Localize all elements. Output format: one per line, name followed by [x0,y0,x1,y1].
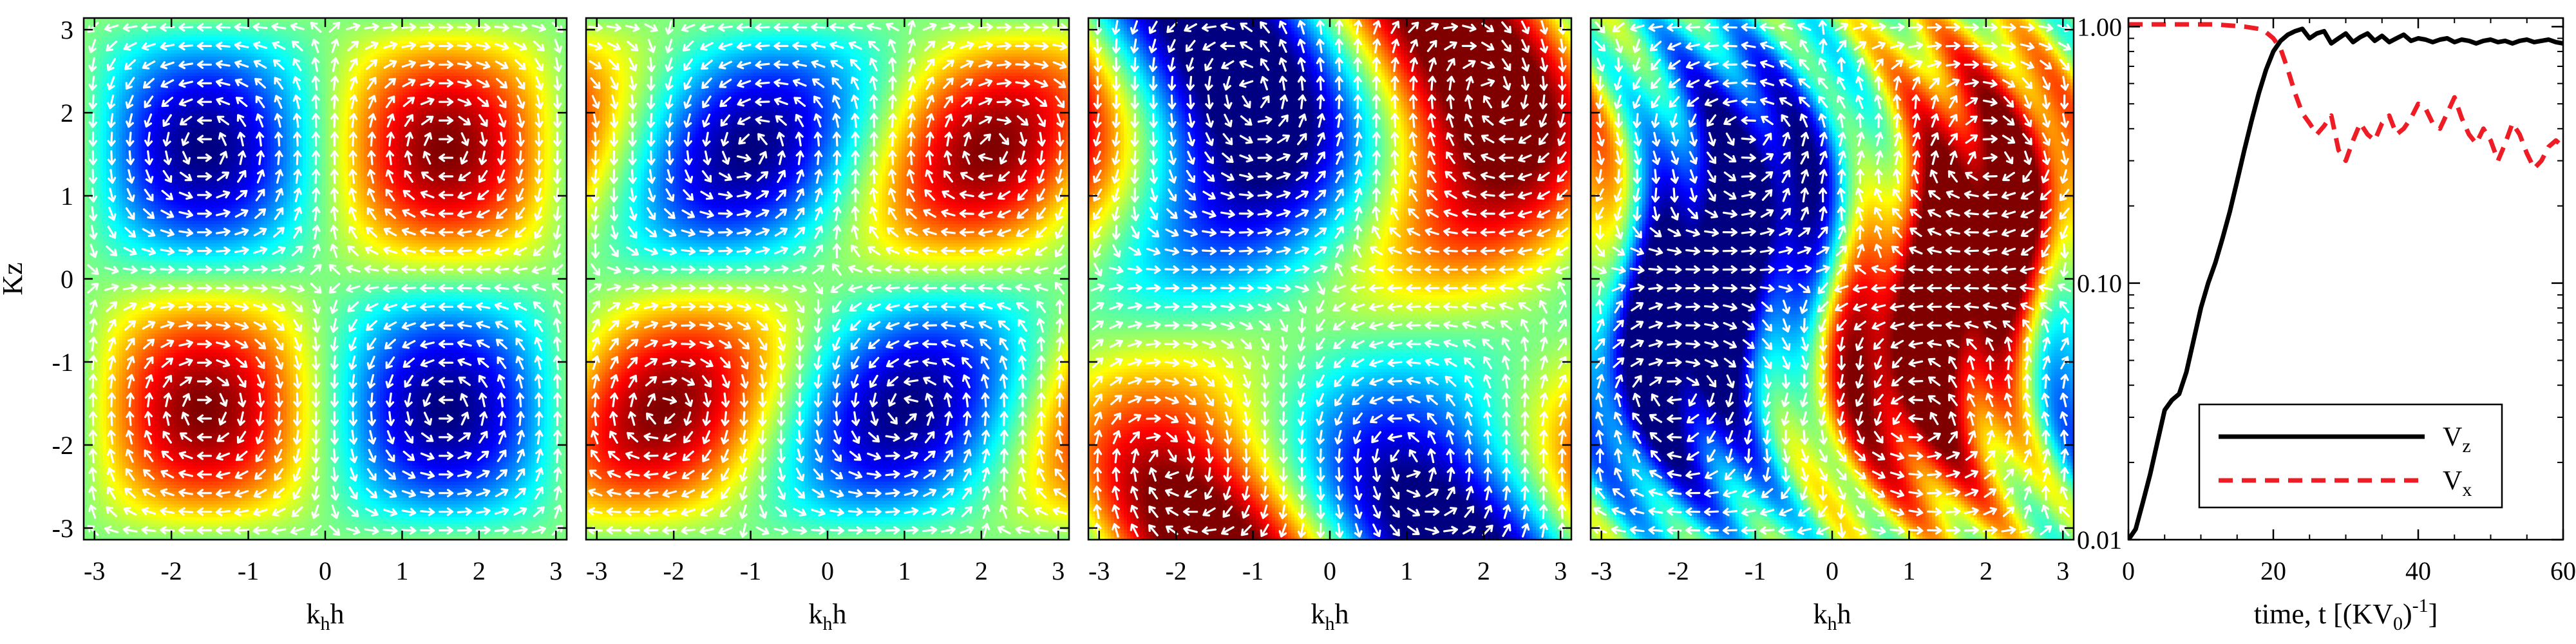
x-tick-label: -1 [1745,556,1766,585]
x-axis-label-close: ) [2403,598,2412,630]
x-axis-label-main: k [1814,598,1828,630]
y-axis-label: Kz [0,262,28,295]
heatmap-panel-4: -3 -2 -1 0 1 2 3 khh [1591,18,2074,634]
x-tick-label: 3 [1554,556,1567,585]
x-axis-label-main: k [307,598,321,630]
x-tick-label: -2 [1165,556,1186,585]
x-axis-label-main: time, t [(KV [2254,598,2394,630]
heatmap-cells [1591,18,2074,540]
x-tick-label: 1 [1902,556,1915,585]
y-tick-label: -3 [52,514,73,543]
x-axis-label-sub: h [823,613,833,634]
legend-label-sub: x [2462,479,2472,500]
x-tick-label: 0 [1826,556,1839,585]
x-axis-label: khh [1311,598,1349,634]
x-tick-label: 2 [1477,556,1490,585]
x-axis-label-sub: 0 [2393,613,2403,634]
x-tick-label: -2 [663,556,684,585]
x-tick-label: 40 [2405,556,2431,585]
x-tick-label: 1 [395,556,408,585]
y-tick-label: -1 [52,348,73,377]
heatmap-cells [84,18,567,540]
x-tick-label: 0 [319,556,332,585]
heatmap-panel-3: -3 -2 -1 0 1 2 3 khh [1088,18,1572,634]
y-tick-label: 1.00 [2077,12,2122,41]
x-tick-label: 0 [821,556,834,585]
y-tick-label: 0 [61,265,73,294]
x-tick-label: 60 [2550,556,2576,585]
x-axis-label-sub: h [1325,613,1335,634]
x-axis-label-tail: h [1335,598,1349,630]
x-axis-label-end: ] [2429,598,2438,630]
x-tick-label: 20 [2260,556,2286,585]
x-tick-label: 1 [898,556,911,585]
x-axis-label-tail: h [1837,598,1852,630]
x-tick-label: -3 [586,556,607,585]
x-tick-label: 2 [1980,556,1993,585]
x-tick-label: 0 [2122,556,2135,585]
x-tick-label: -1 [238,556,259,585]
x-tick-label: 3 [1052,556,1065,585]
x-axis-label: khh [307,598,345,634]
heatmap-panel-1: -3 -2 -1 0 1 2 3 -3 -2 -1 0 1 2 3 khh Kz [0,15,567,634]
x-tick-label: 2 [975,556,988,585]
x-axis-label-main: k [1311,598,1325,630]
x-tick-label: 0 [1323,556,1336,585]
x-axis-label-sub: h [321,613,330,634]
x-tick-label: -1 [1242,556,1264,585]
x-tick-label: -3 [1591,556,1612,585]
x-tick-label: -3 [1088,556,1110,585]
y-tick-label: -2 [52,431,73,460]
x-tick-label: -1 [740,556,761,585]
x-axis-label-sub: h [1828,613,1837,634]
x-axis-label-tail: h [330,598,345,630]
y-tick-label: 1 [61,182,73,211]
x-tick-label: -2 [160,556,182,585]
x-tick-label: 1 [1400,556,1413,585]
y-tick-label: 0.10 [2077,269,2122,298]
legend-label-sub: z [2462,435,2470,457]
x-tick-label: 3 [549,556,562,585]
x-axis-label-main: k [809,598,823,630]
x-axis-label-tail: h [833,598,847,630]
legend-label-main: V [2443,422,2462,452]
x-tick-label: 2 [473,556,486,585]
series-line-Vx [2128,24,2563,169]
x-axis-label: khh [1814,598,1852,634]
x-axis-label: khh [809,598,847,634]
x-axis-label: time, t [(KV0)-1] [2254,595,2438,634]
heatmap-cells [586,18,1070,540]
legend-label-main: V [2443,466,2462,496]
x-tick-label: 3 [2056,556,2069,585]
heatmap-cells [1088,18,1572,540]
y-tick-label: 2 [61,99,73,128]
y-tick-label: 3 [61,15,73,44]
x-axis-label-sup: -1 [2412,595,2429,616]
y-tick-label: 0.01 [2077,526,2122,554]
x-tick-label: -3 [84,556,105,585]
x-tick-label: -2 [1667,556,1689,585]
heatmap-panel-2: -3 -2 -1 0 1 2 3 khh [586,18,1070,634]
